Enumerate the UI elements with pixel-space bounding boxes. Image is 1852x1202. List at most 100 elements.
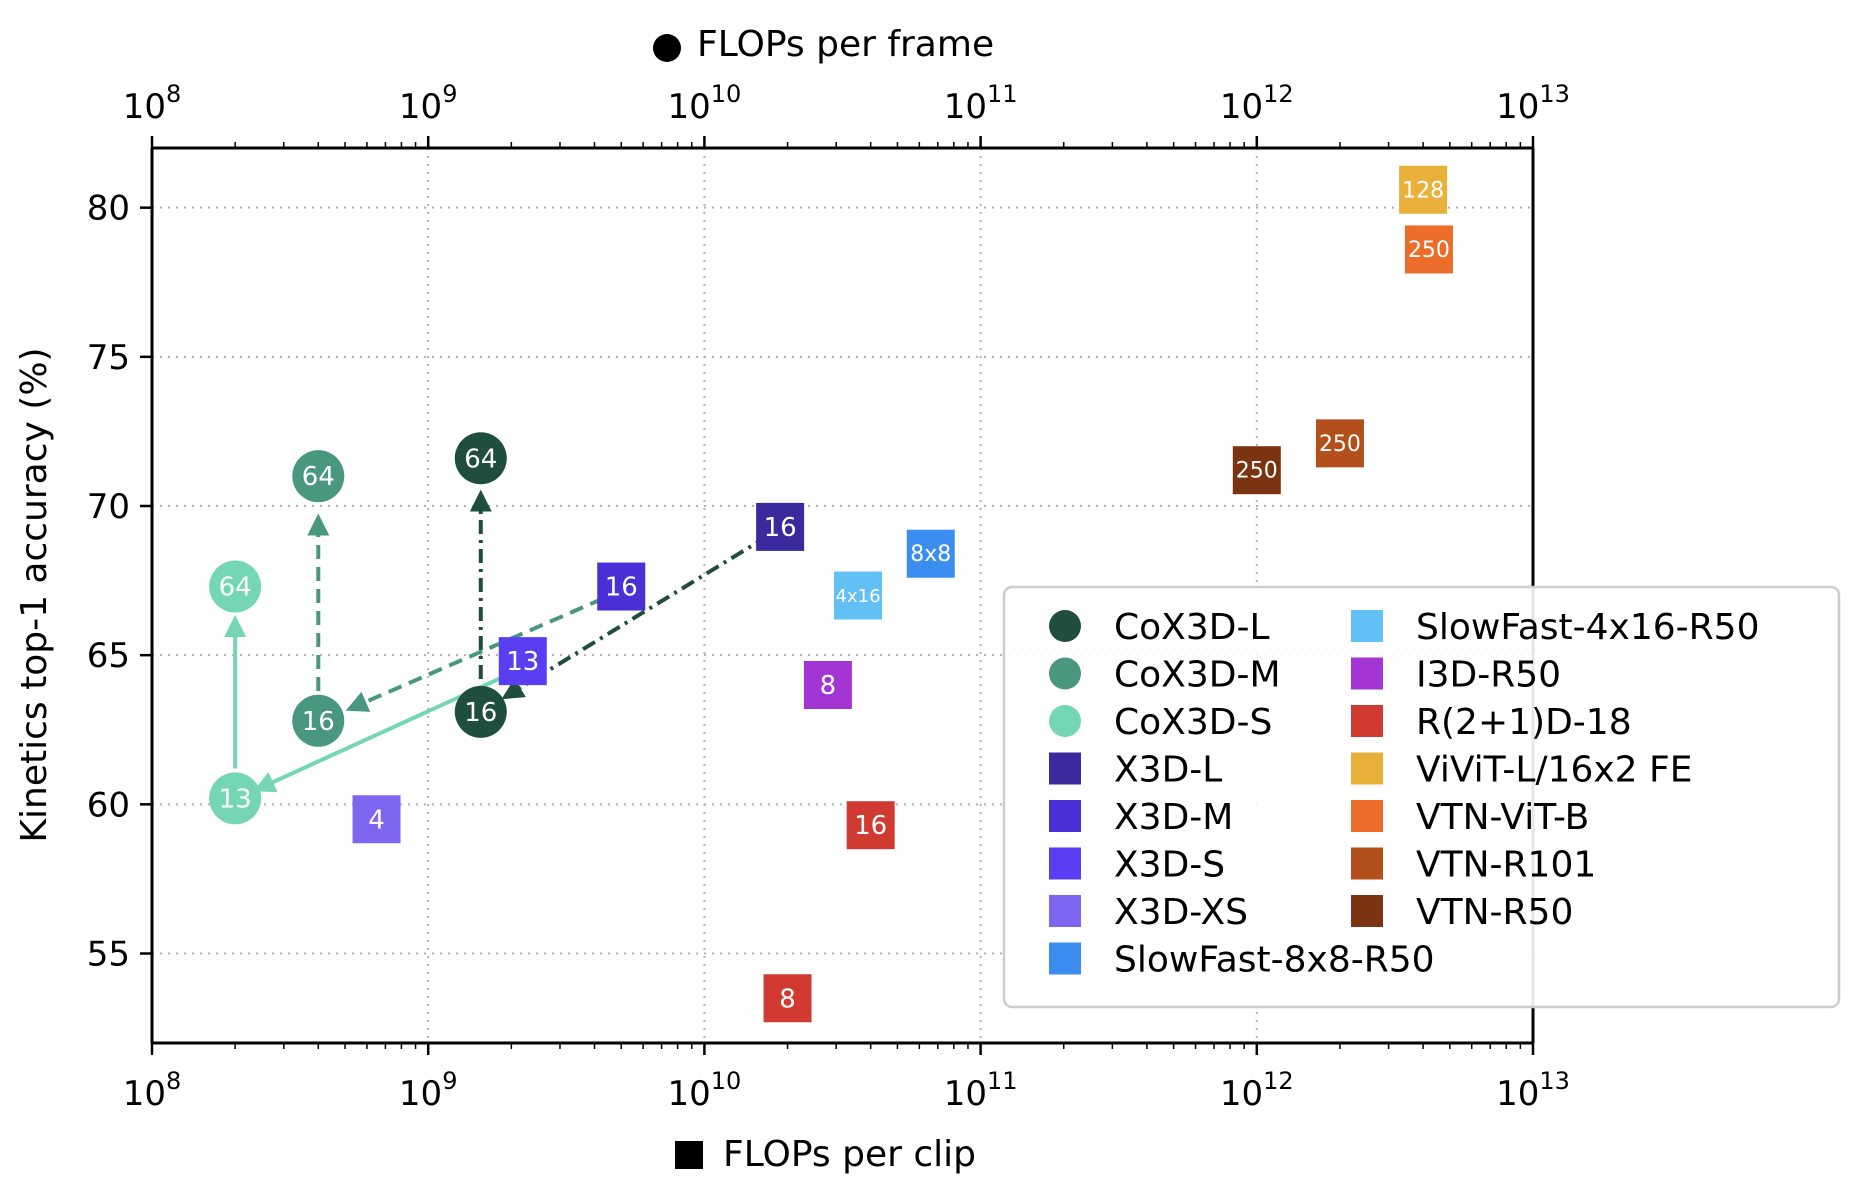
legend-label: VTN-ViT-B bbox=[1416, 797, 1589, 838]
legend-label: X3D-L bbox=[1114, 750, 1222, 791]
square-marker bbox=[1404, 225, 1453, 274]
x-top-tick-label: 109 bbox=[399, 80, 458, 127]
point-label: 8 bbox=[820, 671, 837, 701]
point-label: 4x16 bbox=[836, 586, 881, 607]
square-marker bbox=[906, 529, 955, 578]
point-label: 13 bbox=[219, 784, 252, 814]
square-marker bbox=[498, 637, 547, 686]
square-marker bbox=[756, 502, 805, 551]
legend-square-swatch bbox=[1351, 657, 1383, 690]
y-tick-label: 60 bbox=[87, 785, 130, 825]
legend-square-swatch bbox=[1351, 752, 1383, 785]
point-label: 8x8 bbox=[910, 542, 951, 567]
y-tick-label: 65 bbox=[87, 636, 130, 676]
point-label: 4 bbox=[368, 805, 385, 835]
point-label: 64 bbox=[219, 573, 252, 603]
trend-arrow bbox=[501, 534, 770, 700]
legend-label: VTN-R50 bbox=[1416, 892, 1573, 933]
circle-marker bbox=[209, 772, 262, 825]
legend-square-swatch bbox=[1351, 610, 1383, 642]
axes: 108 108 109 109 1010 1010 1011 1011 1012 1012 1013… bbox=[87, 80, 1570, 1114]
x-top-tick-label: 1010 bbox=[667, 80, 741, 127]
square-marker bbox=[597, 562, 646, 611]
legend-label: X3D-M bbox=[1114, 797, 1233, 838]
trend-arrow bbox=[345, 596, 604, 712]
square-marker bbox=[1232, 446, 1281, 495]
x-top-tick-label: 1011 bbox=[944, 80, 1018, 127]
legend-square-swatch bbox=[1049, 800, 1081, 832]
point-label: 16 bbox=[464, 698, 497, 728]
circle-marker bbox=[292, 694, 345, 747]
circle-marker bbox=[454, 685, 507, 738]
legend-label: VTN-R101 bbox=[1416, 845, 1596, 886]
point-label: 13 bbox=[506, 647, 539, 677]
legend-square-swatch bbox=[1049, 847, 1081, 880]
x-tick-label: 1010 bbox=[667, 1067, 741, 1114]
square-marker bbox=[834, 571, 883, 620]
x-tick-label: 1013 bbox=[1496, 1067, 1570, 1114]
x-top-tick-label: 1012 bbox=[1220, 80, 1294, 127]
circle-marker-icon bbox=[653, 34, 681, 62]
bottom-axis-title: FLOPs per clip bbox=[675, 1134, 976, 1175]
circle-marker bbox=[209, 560, 262, 613]
y-tick-label: 80 bbox=[87, 189, 130, 229]
legend-label: R(2+1)D-18 bbox=[1416, 702, 1632, 743]
legend-square-swatch bbox=[1049, 895, 1081, 927]
point-label: 8 bbox=[779, 984, 796, 1014]
legend-circle-swatch bbox=[1049, 705, 1081, 737]
legend-box bbox=[1002, 585, 1841, 1009]
x-tick-label: 1011 bbox=[944, 1067, 1018, 1114]
point-label: 250 bbox=[1408, 238, 1450, 263]
x-top-tick-label: 1013 bbox=[1496, 80, 1570, 127]
point-label: 64 bbox=[302, 462, 335, 492]
circle-marker bbox=[454, 432, 507, 485]
x-tick-label: 1012 bbox=[1220, 1067, 1294, 1114]
point-label: 250 bbox=[1319, 432, 1361, 457]
legend-label: SlowFast-4x16-R50 bbox=[1416, 607, 1759, 648]
legend-square-swatch bbox=[1351, 895, 1383, 927]
point-label: 64 bbox=[464, 444, 497, 474]
legend-square-swatch bbox=[1351, 847, 1383, 880]
legend-square-swatch bbox=[1351, 800, 1383, 832]
legend-square-swatch bbox=[1351, 705, 1383, 737]
legend-label: X3D-XS bbox=[1114, 892, 1248, 933]
y-tick-label: 70 bbox=[87, 487, 130, 527]
legend-label: CoX3D-L bbox=[1114, 607, 1270, 648]
top-axis-title: FLOPs per frame bbox=[653, 24, 994, 65]
point-label: 128 bbox=[1402, 178, 1444, 203]
legend-label: I3D-R50 bbox=[1416, 655, 1561, 696]
top-axis-label: FLOPs per frame bbox=[697, 24, 994, 65]
square-marker bbox=[1315, 419, 1364, 468]
legend-square-swatch bbox=[1049, 752, 1081, 785]
x-top-tick-label: 108 bbox=[123, 80, 182, 127]
legend-circle-swatch bbox=[1049, 610, 1081, 642]
legend-label: SlowFast-8x8-R50 bbox=[1114, 940, 1435, 981]
point-label: 16 bbox=[605, 573, 638, 603]
legend-label: ViViT-L/16x2 FE bbox=[1416, 750, 1692, 791]
square-marker bbox=[803, 661, 852, 709]
legend-circle-swatch bbox=[1049, 657, 1081, 690]
data-markers: 64 16 64 16 64 13 16 16 13 4 8x8 4x16 8 16 8 128 250 250 2… bbox=[209, 165, 1453, 1023]
square-marker bbox=[352, 795, 401, 844]
y-tick-label: 55 bbox=[87, 935, 130, 975]
point-label: 250 bbox=[1236, 459, 1278, 484]
point-label: 16 bbox=[302, 707, 335, 737]
x-tick-label: 108 bbox=[123, 1067, 182, 1114]
legend-label: CoX3D-S bbox=[1114, 702, 1272, 743]
square-marker bbox=[846, 801, 895, 850]
point-label: 16 bbox=[764, 513, 797, 543]
y-tick-label: 75 bbox=[87, 338, 130, 378]
legend-label: X3D-S bbox=[1114, 845, 1225, 886]
circle-marker bbox=[292, 450, 345, 503]
square-marker bbox=[1399, 165, 1448, 214]
legend: CoX3D-L CoX3D-M CoX3D-S X3D-L X3D-M X3D-S X3D-… bbox=[1002, 585, 1841, 1009]
square-marker bbox=[763, 974, 812, 1023]
y-axis-label: Kinetics top-1 accuracy (%) bbox=[14, 347, 55, 842]
legend-square-swatch bbox=[1049, 942, 1081, 975]
square-marker-icon bbox=[675, 1141, 703, 1169]
legend-label: CoX3D-M bbox=[1114, 655, 1281, 696]
x-tick-label: 109 bbox=[399, 1067, 458, 1114]
bottom-axis-label: FLOPs per clip bbox=[723, 1134, 976, 1175]
point-label: 16 bbox=[854, 811, 887, 841]
